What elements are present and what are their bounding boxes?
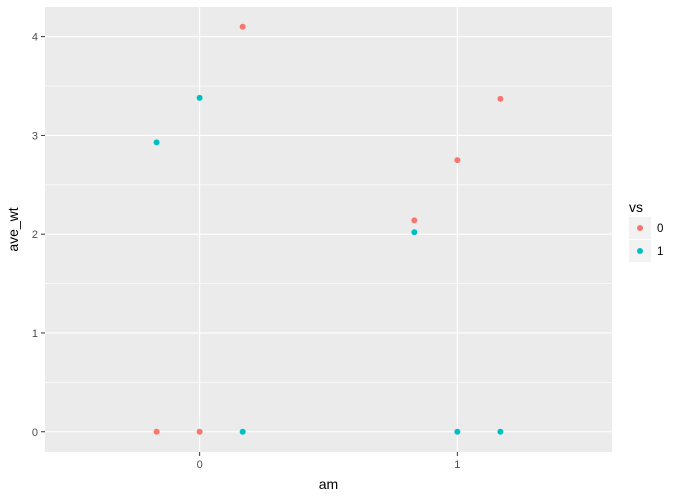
y-tick-label: 1: [32, 328, 38, 340]
data-point-vs-0: [196, 428, 203, 435]
data-point-vs-0: [153, 428, 160, 435]
data-point-vs-0: [411, 217, 418, 224]
y-axis: 0 1 2 3 4: [32, 32, 45, 439]
minor-gridlines: [45, 85, 612, 383]
data-point-vs-1: [411, 229, 418, 236]
legend: vs 01: [629, 199, 663, 262]
legend-label: 1: [657, 246, 663, 258]
data-point-vs-1: [239, 428, 246, 435]
legend-swatch: [637, 248, 643, 254]
y-axis-title: ave_wt: [5, 207, 21, 251]
legend-title: vs: [629, 199, 643, 215]
legend-entries: 01: [629, 217, 663, 262]
data-point-vs-1: [196, 94, 203, 101]
data-point-vs-0: [239, 23, 246, 30]
y-tick-label: 4: [32, 32, 38, 44]
y-tick-label: 2: [32, 229, 38, 241]
data-point-vs-0: [497, 95, 504, 102]
plot-panel: [45, 7, 612, 452]
data-points: [153, 23, 504, 435]
x-tick-label: 1: [454, 459, 460, 471]
x-tick-label: 0: [197, 459, 203, 471]
data-point-vs-1: [497, 428, 504, 435]
y-tick-label: 3: [32, 130, 38, 142]
data-point-vs-1: [454, 428, 461, 435]
x-axis-title: am: [319, 476, 338, 492]
legend-swatch: [637, 225, 643, 231]
major-gridlines: [45, 7, 612, 452]
y-tick-label: 0: [32, 427, 38, 439]
data-point-vs-1: [153, 139, 160, 146]
data-point-vs-0: [454, 157, 461, 164]
legend-label: 0: [657, 223, 663, 235]
